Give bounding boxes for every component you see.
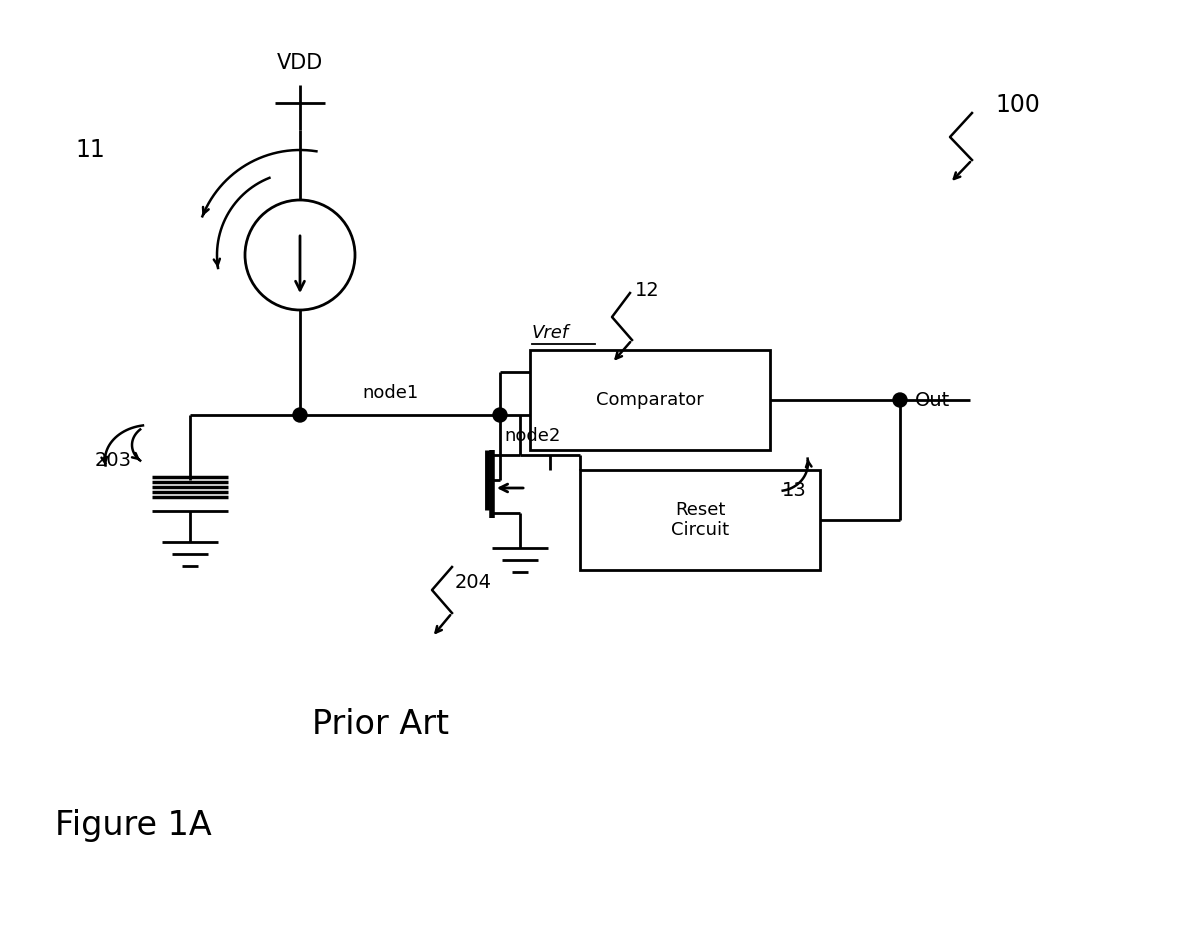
Text: 13: 13: [781, 481, 806, 499]
Circle shape: [893, 393, 907, 407]
Text: 12: 12: [635, 280, 659, 299]
Text: 204: 204: [455, 573, 493, 593]
Text: Out: Out: [915, 391, 951, 410]
Text: 11: 11: [75, 138, 104, 162]
Text: Comparator: Comparator: [596, 391, 703, 409]
Text: 100: 100: [995, 93, 1040, 117]
Circle shape: [493, 408, 507, 422]
Text: Vref: Vref: [532, 324, 570, 342]
Text: 203: 203: [95, 451, 131, 469]
Text: node2: node2: [504, 427, 560, 445]
Circle shape: [292, 408, 307, 422]
Bar: [530, 350, 770, 450]
Text: node1: node1: [362, 384, 418, 402]
Text: VDD: VDD: [277, 53, 323, 73]
Text: Figure 1A: Figure 1A: [54, 809, 212, 842]
Text: Prior Art: Prior Art: [311, 709, 449, 741]
Text: Reset
Circuit: Reset Circuit: [671, 500, 729, 539]
Bar: [580, 470, 821, 570]
